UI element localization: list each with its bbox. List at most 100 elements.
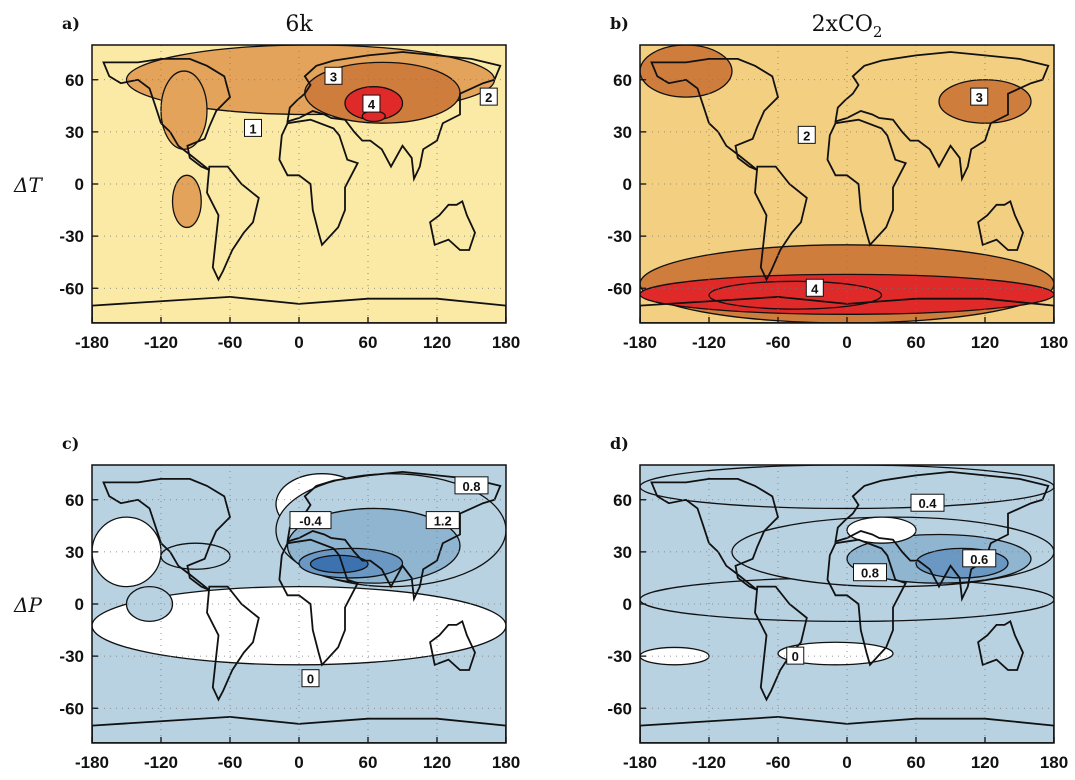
coastline-6 — [92, 295, 506, 323]
contour-label-box — [962, 549, 997, 568]
contour-label-box — [454, 476, 489, 495]
coastline-6 — [640, 295, 1054, 323]
coastline-6 — [92, 715, 506, 743]
x-tick-label: 60 — [359, 753, 378, 772]
x-tick-label: -120 — [144, 333, 178, 352]
contour-label: 4 — [811, 281, 819, 296]
y-tick-label: -30 — [59, 647, 84, 666]
panel-label: b) — [610, 14, 629, 33]
x-tick-label: -60 — [766, 753, 791, 772]
field-layer — [92, 45, 506, 323]
contour-label: 2 — [485, 90, 492, 105]
row-label-delta-p: ΔP — [13, 593, 42, 617]
x-tick-label: -180 — [623, 753, 657, 772]
contour-label: 0 — [792, 649, 799, 664]
panel-label: d) — [610, 434, 629, 453]
contour-label: 0.4 — [918, 496, 937, 511]
coastline-1 — [650, 478, 780, 591]
y-tick-label: -30 — [607, 227, 632, 246]
coastline-3 — [834, 51, 1050, 183]
contour-region-2 — [640, 465, 1054, 510]
x-tick-label: -180 — [75, 753, 109, 772]
contour-region-6 — [171, 174, 202, 229]
coastline-1 — [102, 58, 232, 171]
coastline-4 — [826, 118, 907, 247]
x-tick-label: 60 — [907, 333, 926, 352]
contour-label: 3 — [330, 69, 337, 84]
x-tick-label: 120 — [423, 333, 451, 352]
y-tick-label: 0 — [75, 175, 84, 194]
y-tick-label: -30 — [607, 647, 632, 666]
x-tick-label: 180 — [1040, 333, 1068, 352]
coastline-1 — [102, 478, 232, 591]
y-tick-label: 30 — [65, 543, 84, 562]
contour-label-box — [910, 493, 945, 512]
field-layer — [640, 465, 1054, 743]
coastline-4 — [826, 538, 907, 667]
x-tick-label: 0 — [294, 333, 303, 352]
x-tick-label: 60 — [359, 333, 378, 352]
contour-region-5 — [160, 542, 231, 570]
contour-label: 0.8 — [462, 479, 480, 494]
x-tick-label: 0 — [842, 333, 851, 352]
contour-region-1 — [92, 585, 506, 666]
y-tick-label: 60 — [65, 71, 84, 90]
contour-label-box — [805, 278, 824, 297]
contour-label-box — [289, 511, 332, 530]
x-tick-label: 120 — [423, 753, 451, 772]
x-tick-label: -60 — [766, 333, 791, 352]
x-tick-label: 180 — [1040, 753, 1068, 772]
x-tick-label: -60 — [218, 333, 243, 352]
y-tick-label: 60 — [65, 491, 84, 510]
x-tick-label: 0 — [294, 753, 303, 772]
contour-region-6 — [777, 641, 894, 666]
x-tick-label: -120 — [144, 753, 178, 772]
field-layer — [640, 45, 1054, 323]
contour-region-7 — [640, 646, 710, 666]
coastline-2 — [754, 585, 808, 702]
coastline-3 — [286, 51, 502, 183]
panel-3: -180 -120 -60 0 60 120 180 60 30 0 -30 -60 0.8 1.2 -0.… — [59, 434, 520, 772]
row-label-delta-t: ΔT — [13, 173, 43, 197]
coastline-6 — [640, 715, 1054, 743]
panel-label: c) — [62, 434, 79, 453]
y-tick-label: 30 — [65, 123, 84, 142]
contour-label: 0.6 — [970, 552, 988, 567]
contour-region-3 — [708, 280, 883, 310]
contour-label-box — [970, 87, 989, 106]
y-tick-label: 60 — [613, 491, 632, 510]
y-tick-label: -60 — [607, 699, 632, 718]
x-tick-label: 0 — [842, 753, 851, 772]
x-tick-label: 120 — [971, 753, 999, 772]
panel-2: -180 -120 -60 0 60 120 180 60 30 0 -30 -60 3 2 4 b) 2xCO… — [607, 12, 1068, 352]
contour-label: 4 — [368, 97, 376, 112]
panel-4: -180 -120 -60 0 60 120 180 60 30 0 -30 -60 0.4 0.8 0.6… — [607, 434, 1068, 772]
y-tick-label: 0 — [623, 175, 632, 194]
contour-label-box — [244, 118, 262, 137]
contour-region-4 — [640, 45, 733, 98]
coastline-4 — [278, 118, 359, 247]
y-tick-label: 0 — [623, 595, 632, 614]
panel-label: a) — [62, 14, 80, 33]
contour-label: 0.8 — [861, 566, 879, 581]
contour-region-5 — [361, 110, 386, 123]
y-tick-label: 30 — [613, 543, 632, 562]
contour-label: 0 — [307, 672, 314, 687]
coastline-5 — [977, 620, 1024, 671]
field-layer — [92, 465, 506, 743]
coastline-5 — [429, 620, 476, 671]
x-tick-label: -60 — [218, 753, 243, 772]
coastline-3 — [834, 470, 1050, 603]
x-tick-label: -120 — [692, 753, 726, 772]
contour-region-4 — [125, 585, 174, 623]
coastline-2 — [754, 165, 808, 282]
x-tick-label: -180 — [75, 333, 109, 352]
x-tick-label: 60 — [907, 753, 926, 772]
contour-label: 1 — [249, 121, 256, 136]
contour-label-box — [786, 646, 805, 665]
contour-label: 3 — [976, 90, 983, 105]
contour-label: 1.2 — [434, 514, 452, 529]
panel-title: 2xCO2 — [812, 12, 883, 41]
contour-label-box — [479, 87, 498, 106]
